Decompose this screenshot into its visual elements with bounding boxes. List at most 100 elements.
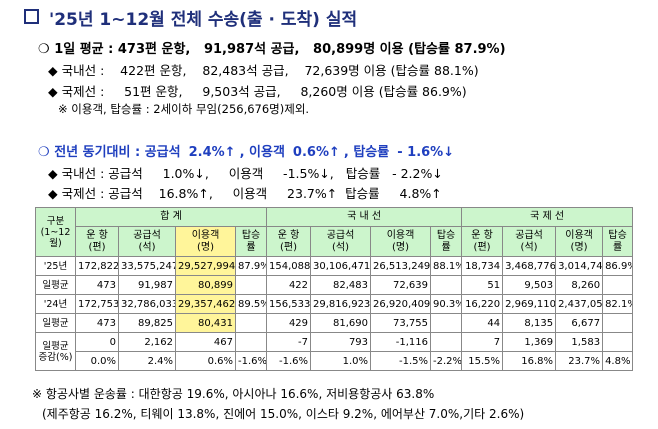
table-cell: 6,677 bbox=[555, 313, 604, 333]
table-cell: 80,431 bbox=[175, 313, 236, 333]
section2-head-part: , 이용객 bbox=[239, 145, 285, 160]
group-header: 국 내 선 bbox=[266, 207, 463, 227]
section2-item: 국내선 : 공급석 1.0%↓, 이용객 -1.5%↓, 탑승률 - 2.2%↓ bbox=[61, 166, 443, 181]
table-cell: 16,220 bbox=[461, 294, 504, 314]
section1-head: 1일 평균 : 473편 운항, 91,987석 공급, 80,899명 이용 … bbox=[54, 42, 506, 57]
section2-head-part: 전년 동기대비 : 공급석 bbox=[54, 145, 181, 160]
table-cell bbox=[430, 332, 463, 352]
table-cell: 87.9% bbox=[234, 256, 268, 276]
section1-item: 국내선 : 422편 운항, 82,483석 공급, 72,639명 이용 (탑… bbox=[61, 63, 479, 78]
table-cell: 89,825 bbox=[118, 313, 176, 333]
column-header: 운 항 (편) bbox=[266, 226, 312, 257]
column-header: 공급석 (석) bbox=[118, 226, 176, 257]
table-cell: 32,786,033 bbox=[118, 294, 176, 314]
section2-head-part: - 1.6%↓ bbox=[397, 145, 455, 160]
table-cell bbox=[234, 313, 268, 333]
table-cell: 467 bbox=[175, 332, 236, 352]
table-cell: 82.1% bbox=[602, 294, 634, 314]
footnote: (제주항공 16.2%, 티웨이 13.8%, 진에어 15.0%, 이스타 9… bbox=[42, 407, 525, 421]
table-cell: 4.8% bbox=[602, 351, 634, 371]
table-cell: 29,357,462 bbox=[175, 294, 236, 314]
column-header: 탑승률 bbox=[234, 226, 268, 257]
table-cell: 81,690 bbox=[310, 313, 372, 333]
table-cell: 26,920,409 bbox=[370, 294, 432, 314]
table-cell: 172,753 bbox=[75, 294, 119, 314]
table-cell: 51 bbox=[461, 275, 504, 295]
group-header: 국 제 선 bbox=[461, 207, 634, 227]
row-label: 일평균 bbox=[35, 313, 76, 333]
section2-item: 국제선 : 공급석 16.8%↑, 이용객 23.7%↑ 탑승률 4.8%↑ bbox=[61, 186, 442, 201]
checkbox-icon bbox=[24, 9, 39, 24]
table-cell: 18,734 bbox=[461, 256, 504, 276]
table-cell: -7 bbox=[266, 332, 312, 352]
title-line: '25년 1~12월 전체 수송(출 · 도착) 실적 bbox=[24, 5, 357, 30]
table-cell bbox=[602, 313, 634, 333]
table-cell: 154,088 bbox=[266, 256, 312, 276]
table-row: '25년172,82233,575,24729,527,99487.9%154,… bbox=[35, 256, 634, 276]
column-header: 탑승률 bbox=[430, 226, 463, 257]
table-cell: 3,014,745 bbox=[555, 256, 604, 276]
table-cell: 2,437,053 bbox=[555, 294, 604, 314]
table-cell: 86.9% bbox=[602, 256, 634, 276]
table-cell: 72,639 bbox=[370, 275, 432, 295]
bullet: ❍ bbox=[38, 145, 55, 160]
table-cell: 793 bbox=[310, 332, 372, 352]
column-header: 이용객 (명) bbox=[175, 226, 236, 257]
table-cell: -1.6% bbox=[234, 351, 268, 371]
column-header: 탑승률 bbox=[602, 226, 634, 257]
table-row: '24년172,75332,786,03329,357,46289.5%156,… bbox=[35, 294, 634, 314]
header-row: 운 항 (편) 공급석 (석) 이용객 (명) 탑승률 운 항 (편) 공급석 (석) 이용… bbox=[36, 226, 634, 257]
section1-item: 국제선 : 51편 운항, 9,503석 공급, 8,260명 이용 (탑승률 … bbox=[61, 84, 467, 99]
column-header: 이용객 (명) bbox=[370, 226, 432, 257]
table-cell: 8,260 bbox=[555, 275, 604, 295]
table-cell: 172,822 bbox=[75, 256, 119, 276]
bullet-line: ◆ 국제선 : 51편 운항, 9,503석 공급, 8,260명 이용 (탑승… bbox=[48, 84, 467, 99]
table-cell: 29,816,923 bbox=[310, 294, 372, 314]
table-cell: 0.6% bbox=[175, 351, 236, 371]
group-header: 합 계 bbox=[74, 207, 268, 227]
table-row: 일평균 증감(%) 0 2,162 467 -7 793 -1,116 7 1,369 1,583 bbox=[35, 332, 634, 371]
table-cell: 82,483 bbox=[310, 275, 372, 295]
corner: 구분 (1~12월) bbox=[35, 207, 76, 257]
table-cell: 15.5% bbox=[461, 351, 504, 371]
table-cell: 1.0% bbox=[310, 351, 372, 371]
column-header: 이용객 (명) bbox=[555, 226, 604, 257]
table-cell: 73,755 bbox=[370, 313, 432, 333]
table-cell: 7 bbox=[461, 332, 504, 352]
table-cell: 2,969,110 bbox=[502, 294, 557, 314]
section2-head-part: 2.4%↑ bbox=[188, 145, 236, 160]
table-cell: 473 bbox=[75, 275, 119, 295]
table-cell: 8,135 bbox=[502, 313, 557, 333]
table-cell bbox=[234, 332, 268, 352]
table-cell: 473 bbox=[75, 313, 119, 333]
column-header: 공급석 (석) bbox=[310, 226, 372, 257]
table-cell: 91,987 bbox=[118, 275, 176, 295]
column-header: 공급석 (석) bbox=[502, 226, 557, 257]
footnote: ※ 항공사별 운송률 : 대한항공 19.6%, 아시아나 16.6%, 저비용… bbox=[32, 387, 435, 401]
table-cell: 90.3% bbox=[430, 294, 463, 314]
bullet-line: ◆ 국내선 : 422편 운항, 82,483석 공급, 72,639명 이용 … bbox=[48, 63, 479, 78]
table-cell bbox=[602, 275, 634, 295]
column-header: 운 항 (편) bbox=[75, 226, 119, 257]
table-cell: 156,533 bbox=[266, 294, 312, 314]
bullet-line: ❍ 전년 동기대비 : 공급석 2.4%↑, 이용객 0.6%↑, 탑승률 - 1.6… bbox=[38, 141, 458, 160]
table-cell: 80,899 bbox=[175, 275, 236, 295]
row-label: 일평균 증감(%) bbox=[35, 332, 76, 371]
row-label: 일평균 bbox=[35, 275, 76, 295]
table-cell: 26,513,249 bbox=[370, 256, 432, 276]
table-cell: 33,575,247 bbox=[118, 256, 176, 276]
table-cell: -1.5% bbox=[370, 351, 432, 371]
table-cell: 2.4% bbox=[118, 351, 176, 371]
table-cell: 9,503 bbox=[502, 275, 557, 295]
table-cell: 422 bbox=[266, 275, 312, 295]
section2-head-part: 0.6%↑ bbox=[292, 145, 340, 160]
table-cell: 0.0% bbox=[75, 351, 119, 371]
bullet-line: ◆ 국내선 : 공급석 1.0%↓, 이용객 -1.5%↓, 탑승률 - 2.2… bbox=[48, 166, 443, 181]
table-row: 일평균 473 91,987 80,899 422 82,483 72,639 51 9,503… bbox=[35, 275, 634, 295]
row-label: '24년 bbox=[35, 294, 76, 314]
table-cell bbox=[602, 332, 634, 352]
table-cell: 89.5% bbox=[234, 294, 268, 314]
